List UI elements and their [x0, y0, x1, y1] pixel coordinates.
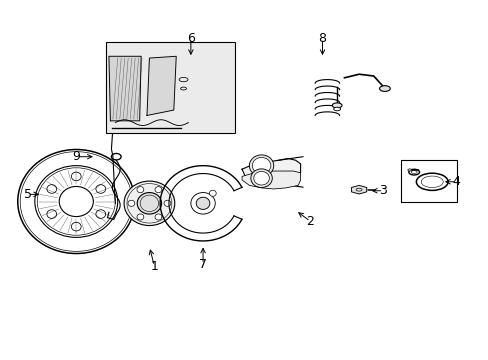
Text: 2: 2	[306, 215, 314, 228]
Ellipse shape	[250, 169, 272, 188]
Ellipse shape	[333, 107, 340, 111]
Ellipse shape	[59, 186, 93, 217]
Ellipse shape	[331, 103, 341, 108]
Ellipse shape	[196, 197, 209, 210]
Ellipse shape	[252, 157, 270, 174]
Ellipse shape	[128, 200, 135, 206]
Ellipse shape	[96, 185, 105, 193]
Text: 4: 4	[452, 175, 460, 188]
Ellipse shape	[96, 210, 105, 219]
Bar	[400, 160, 456, 202]
Ellipse shape	[137, 214, 143, 220]
Text: 5: 5	[23, 188, 31, 201]
Ellipse shape	[190, 193, 215, 214]
Ellipse shape	[71, 172, 81, 181]
Text: 6: 6	[186, 32, 194, 45]
Ellipse shape	[249, 155, 273, 176]
Polygon shape	[351, 185, 366, 194]
Text: 1: 1	[150, 260, 158, 273]
Ellipse shape	[124, 181, 174, 226]
Bar	[105, 42, 234, 134]
Ellipse shape	[379, 86, 389, 91]
Text: 8: 8	[318, 32, 326, 45]
Ellipse shape	[155, 214, 162, 220]
Polygon shape	[109, 56, 141, 121]
Ellipse shape	[71, 222, 81, 231]
Ellipse shape	[137, 193, 161, 214]
Ellipse shape	[209, 190, 216, 196]
Ellipse shape	[137, 186, 143, 193]
Ellipse shape	[407, 169, 411, 171]
Ellipse shape	[253, 171, 269, 185]
Text: 3: 3	[379, 184, 386, 197]
Ellipse shape	[47, 185, 57, 193]
Polygon shape	[242, 158, 300, 184]
Ellipse shape	[155, 186, 162, 193]
Ellipse shape	[47, 210, 57, 219]
Ellipse shape	[163, 200, 170, 206]
Text: 9: 9	[72, 150, 80, 163]
Polygon shape	[147, 56, 176, 116]
Text: 7: 7	[199, 258, 206, 271]
Polygon shape	[242, 171, 300, 189]
